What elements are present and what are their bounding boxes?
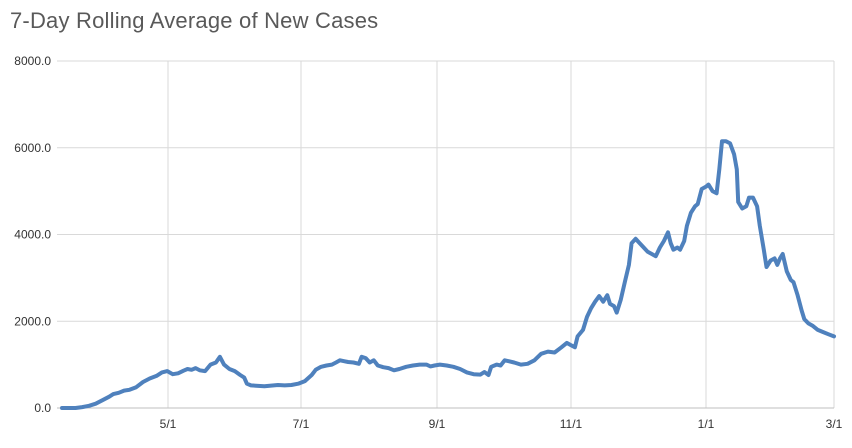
y-tick-label: 2000.0 xyxy=(14,314,51,328)
y-tick-label: 6000.0 xyxy=(14,141,51,155)
x-tick-label: 3/1 xyxy=(826,417,843,431)
x-tick-label: 7/1 xyxy=(293,417,310,431)
x-tick-label: 1/1 xyxy=(698,417,715,431)
x-tick-label: 11/1 xyxy=(560,417,583,431)
series-layer xyxy=(60,139,836,410)
y-tick-label: 8000.0 xyxy=(14,54,51,68)
chart-title: 7-Day Rolling Average of New Cases xyxy=(10,8,379,33)
y-tick-label: 4000.0 xyxy=(14,228,51,242)
x-tick-label: 9/1 xyxy=(429,417,446,431)
gridlines xyxy=(57,60,835,408)
tick-labels: 0.0 2000.0 4000.0 6000.0 8000.0 5/1 7/1 9/1 11/1… xyxy=(14,54,842,431)
x-tick-label: 5/1 xyxy=(160,417,177,431)
y-tick-label: 0.0 xyxy=(34,401,51,415)
series-line xyxy=(60,139,836,410)
